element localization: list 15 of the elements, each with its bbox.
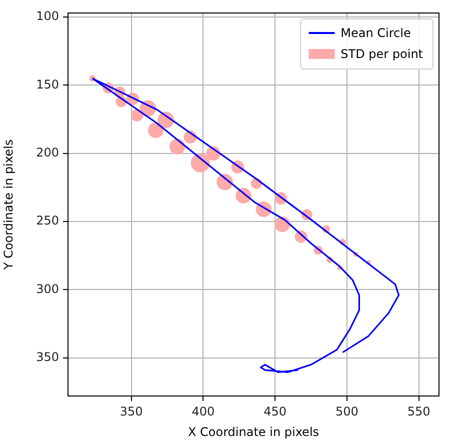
y-tick-label: 100 (36, 9, 59, 24)
x-tick-label: 450 (264, 404, 287, 418)
y-tick-label: 350 (36, 350, 59, 364)
y-axis-title: Y Coordinate in pixels (1, 139, 16, 271)
y-tick-label: 250 (36, 214, 59, 228)
legend-label: Mean Circle (340, 26, 411, 40)
legend-label: STD per point (340, 47, 424, 62)
y-tick-label: 200 (36, 146, 59, 160)
x-tick-label: 500 (336, 404, 358, 418)
y-tick-label: 150 (36, 77, 59, 92)
x-tick-label: 400 (192, 404, 215, 418)
x-tick-label: 550 (407, 404, 430, 418)
y-tick-label: 300 (36, 282, 59, 296)
x-axis-title: X Coordinate in pixels (188, 424, 320, 439)
x-tick-label: 350 (120, 404, 143, 418)
